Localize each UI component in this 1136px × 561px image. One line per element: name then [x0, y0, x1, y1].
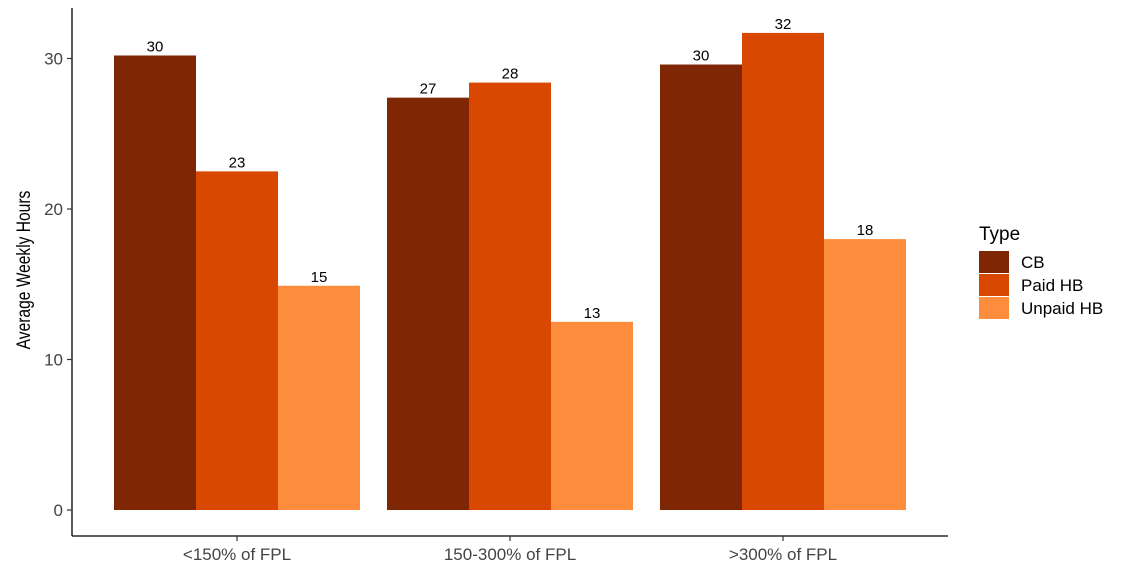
legend-label: Paid HB — [1021, 276, 1083, 295]
y-ticks-layer: 0 10 20 30 — [44, 50, 72, 520]
legend: Type CB Paid HB Unpaid HB — [979, 224, 1103, 319]
bar-value-label: 28 — [502, 66, 519, 83]
bar-value-label: 15 — [311, 269, 328, 286]
bar-unpaid-hb — [278, 285, 360, 510]
bar-value-label: 27 — [420, 81, 437, 98]
y-tick-label: 0 — [54, 501, 63, 520]
legend-key-unpaid-hb — [979, 297, 1009, 319]
legend-label: Unpaid HB — [1021, 299, 1103, 318]
bar-value-label: 23 — [229, 154, 246, 171]
bar-paid-hb — [742, 32, 824, 510]
bar-unpaid-hb — [824, 239, 906, 510]
bar-unpaid-hb — [551, 321, 633, 510]
bar-cb — [387, 97, 469, 510]
bar-cb — [114, 55, 196, 511]
y-tick-label: 30 — [44, 50, 63, 69]
bar-paid-hb — [196, 171, 278, 510]
x-tick-label: >300% of FPL — [729, 545, 837, 561]
bar-value-label: 30 — [147, 38, 164, 55]
bars-layer — [114, 32, 906, 511]
x-ticks-layer: <150% of FPL 150-300% of FPL >300% of FPL — [183, 536, 837, 561]
legend-title: Type — [979, 224, 1020, 245]
value-labels-layer: 30 23 15 27 28 13 30 32 18 — [147, 16, 874, 322]
y-axis-title: Average Weekly Hours — [13, 190, 35, 349]
legend-key-paid-hb — [979, 274, 1009, 296]
bar-value-label: 13 — [584, 305, 601, 322]
bar-value-label: 18 — [857, 222, 874, 239]
bar-value-label: 32 — [775, 16, 792, 33]
y-tick-label: 10 — [44, 351, 63, 370]
legend-label: CB — [1021, 253, 1045, 272]
bar-paid-hb — [469, 82, 551, 510]
x-tick-label: 150-300% of FPL — [444, 545, 576, 561]
legend-key-cb — [979, 251, 1009, 273]
y-tick-label: 20 — [44, 200, 63, 219]
bar-cb — [660, 64, 742, 511]
x-tick-label: <150% of FPL — [183, 545, 291, 561]
bar-value-label: 30 — [693, 48, 710, 65]
